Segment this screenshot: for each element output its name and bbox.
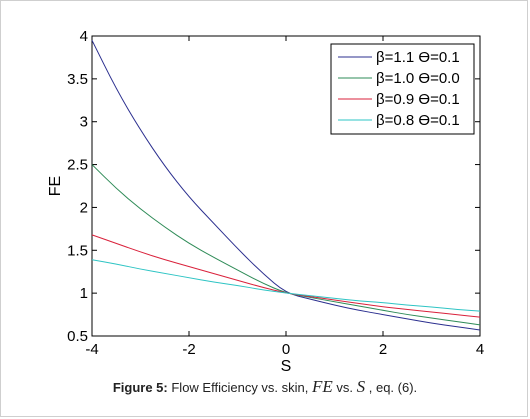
- legend-label-1: β=1.0 ϴ=0.0: [376, 70, 460, 87]
- x-tick-label: -4: [85, 341, 98, 358]
- y-tick-label: 3: [80, 114, 88, 131]
- y-tick-label: 0.5: [67, 328, 88, 345]
- caption-label: Figure 5:: [112, 380, 168, 395]
- x-tick-label: 4: [476, 341, 484, 358]
- y-axis-label: FE: [47, 176, 64, 196]
- caption-var-s: S: [356, 377, 366, 396]
- caption-text: Flow Efficiency vs. skin,: [167, 380, 312, 395]
- legend: β=1.1 ϴ=0.1 β=1.0 ϴ=0.0 β=0.9 ϴ=0.1 β=0.8 ϴ…: [330, 43, 475, 135]
- legend-label-0: β=1.1 ϴ=0.1: [376, 49, 460, 66]
- y-tick-label: 2: [80, 199, 88, 216]
- x-tick-label: -2: [182, 341, 195, 358]
- y-tick-label: 1.5: [67, 242, 88, 259]
- y-tick-label: 4: [80, 28, 88, 45]
- axis-ticks: -4 -2 0 2 4 0.5 1 1.5 2 2.5 3 3.5 4: [67, 28, 484, 358]
- legend-box: [330, 43, 475, 135]
- series-line-3: [91, 259, 481, 312]
- x-axis-label: S: [281, 358, 292, 375]
- x-tick-label: 0: [282, 341, 290, 358]
- caption-tail: , eq. (6).: [365, 380, 418, 395]
- y-tick-label: 1: [80, 285, 88, 302]
- series-lines: [91, 40, 481, 331]
- figure-caption: Figure 5: Flow Efficiency vs. skin, FE v…: [0, 377, 530, 397]
- legend-label-3: β=0.8 ϴ=0.1: [376, 112, 460, 129]
- series-line-0: [91, 40, 481, 331]
- x-tick-label: 2: [379, 341, 387, 358]
- caption-var-fe: FE: [312, 377, 333, 396]
- y-tick-label: 2.5: [67, 157, 88, 174]
- caption-vs: vs.: [332, 380, 357, 395]
- y-tick-label: 3.5: [67, 71, 88, 88]
- legend-label-2: β=0.9 ϴ=0.1: [376, 91, 460, 108]
